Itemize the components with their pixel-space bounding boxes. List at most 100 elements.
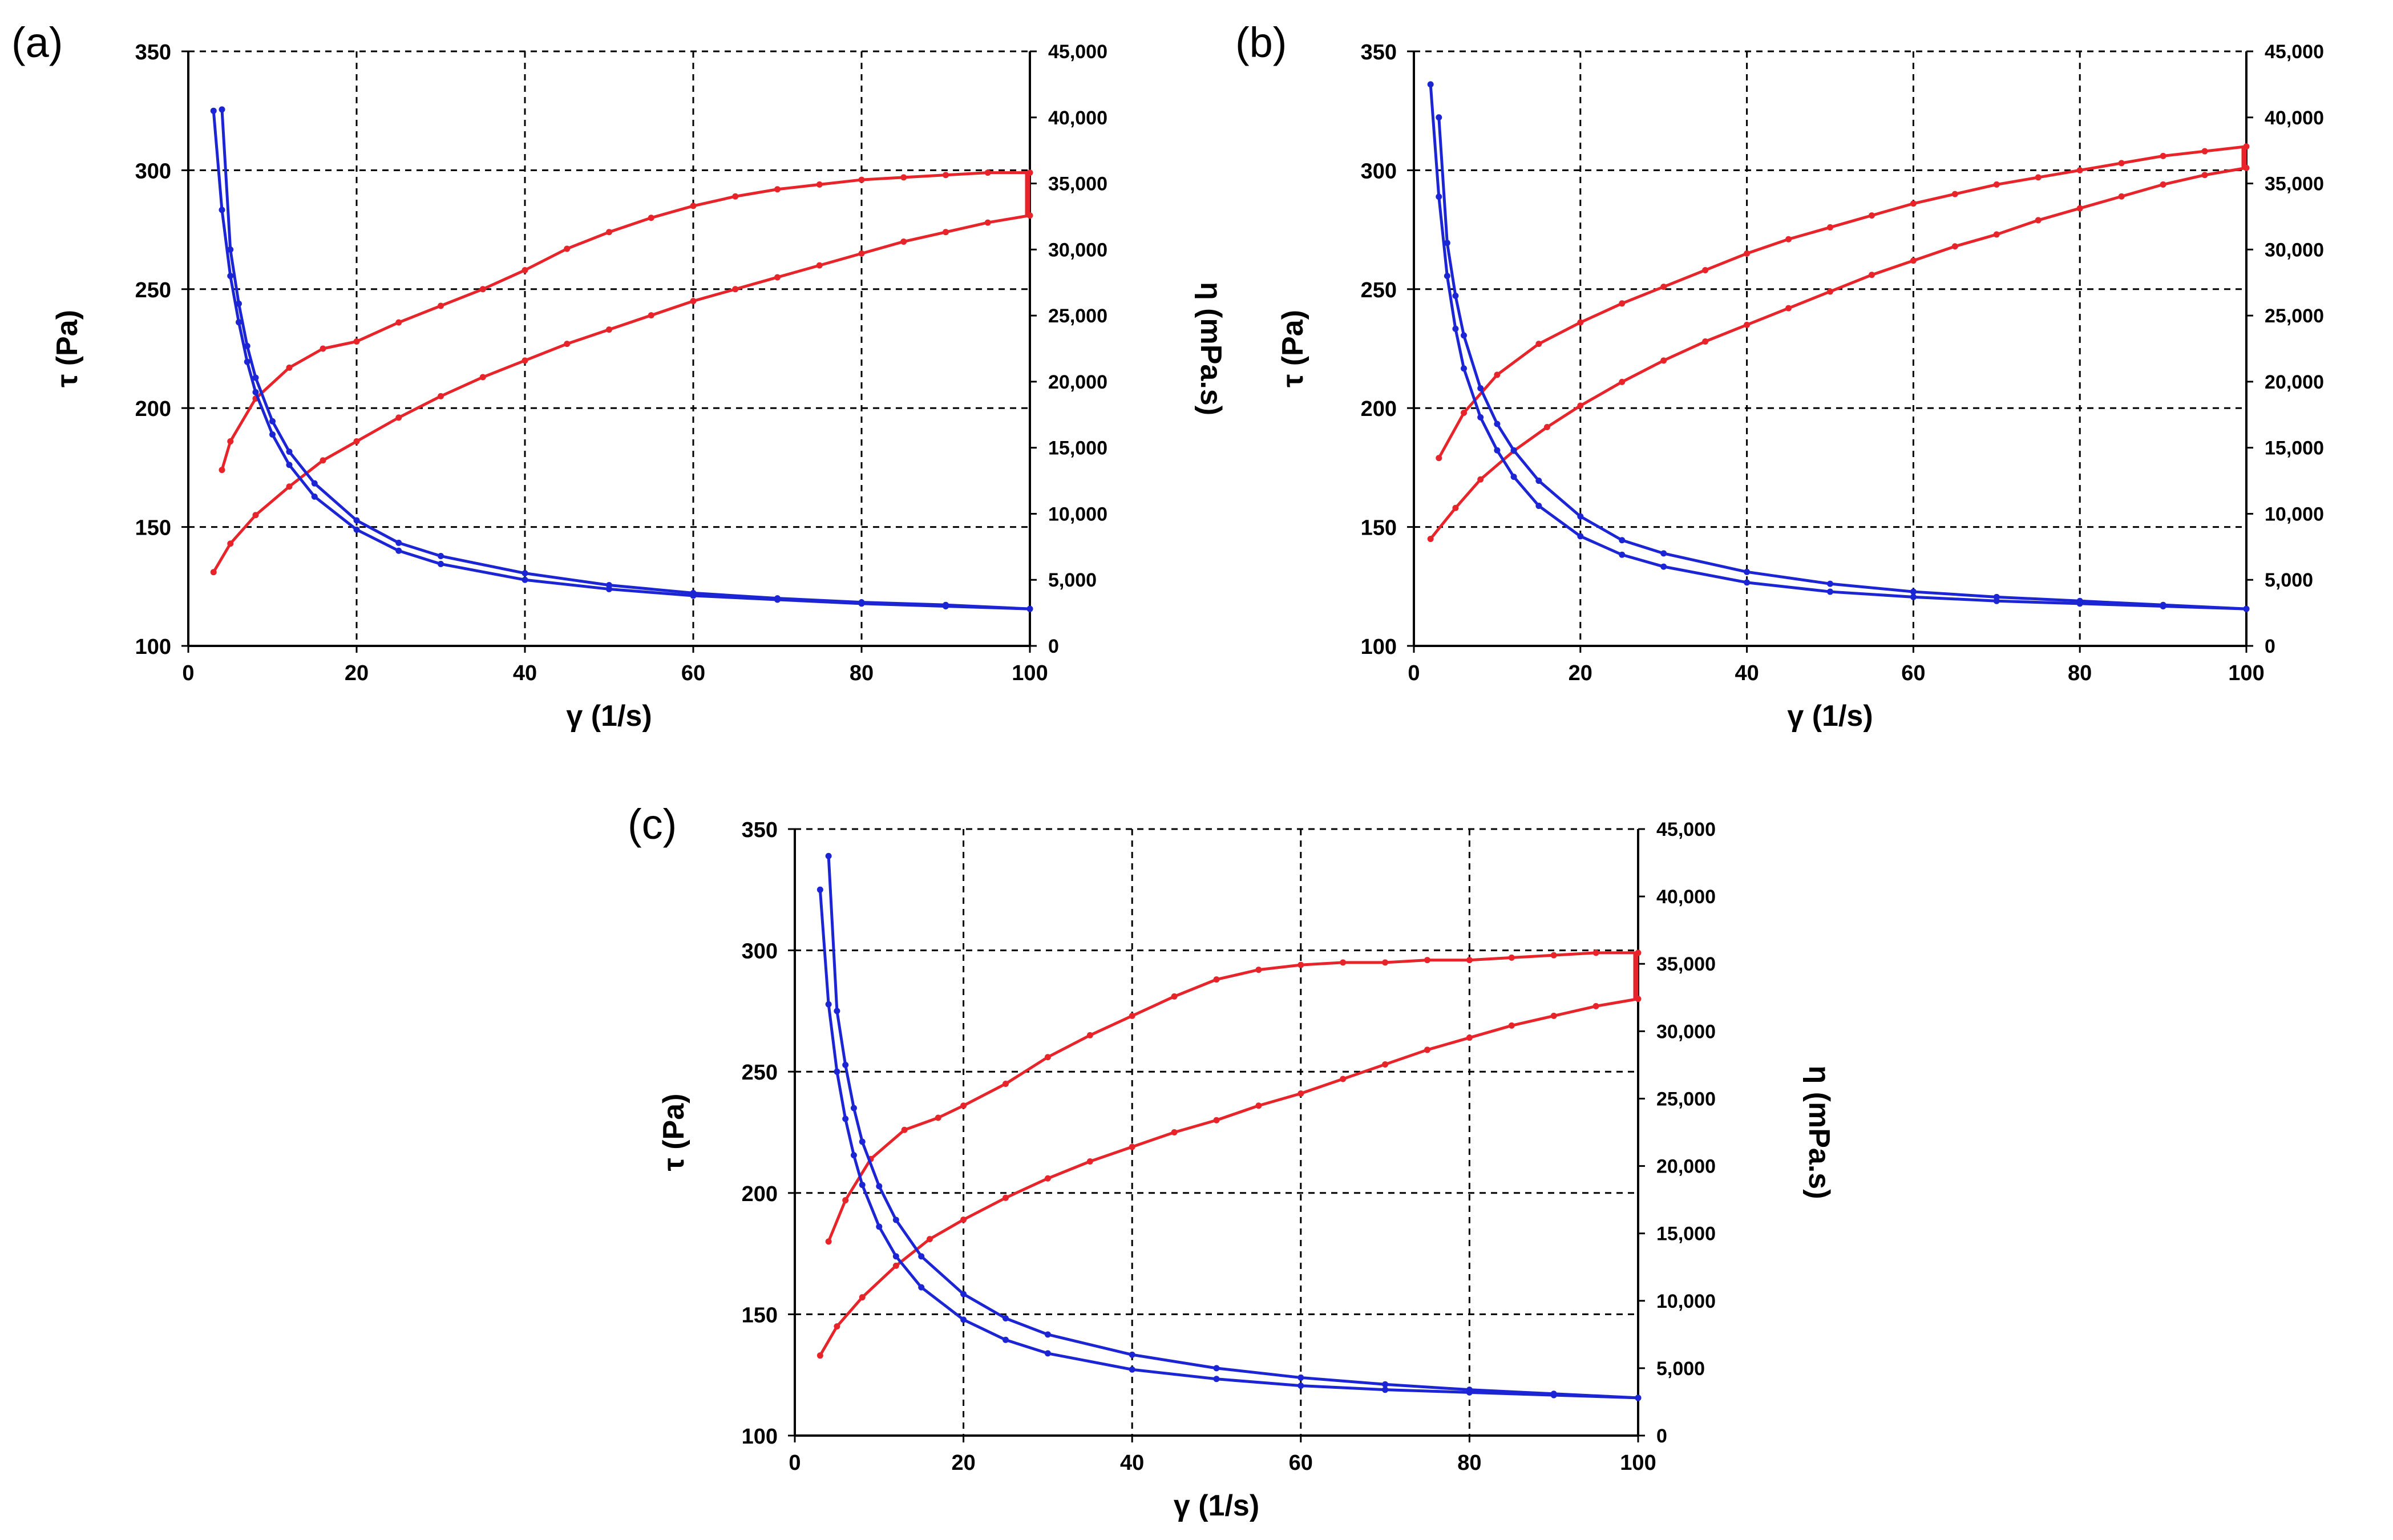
data-point xyxy=(2243,605,2250,612)
data-point xyxy=(859,1138,866,1145)
y-tick-label: 350 xyxy=(742,818,778,842)
series-line xyxy=(220,109,1030,611)
data-point xyxy=(1466,1387,1473,1393)
data-point xyxy=(1129,1366,1135,1373)
data-point xyxy=(901,1126,908,1133)
data-point xyxy=(859,1182,866,1189)
data-point xyxy=(2160,181,2166,188)
data-point xyxy=(2201,148,2208,155)
data-point xyxy=(1044,1054,1051,1061)
y2-tick-label: 20,000 xyxy=(1656,1156,1716,1178)
data-point xyxy=(606,326,612,333)
data-point xyxy=(353,517,360,524)
data-point xyxy=(252,374,259,381)
data-point xyxy=(219,207,225,213)
y2-tick-label: 35,000 xyxy=(1656,953,1716,975)
data-point xyxy=(892,1253,899,1260)
data-point xyxy=(2201,172,2208,179)
data-point xyxy=(1129,1351,1135,1358)
series-shear-stress-down xyxy=(825,949,1642,1245)
data-point xyxy=(1993,181,2000,188)
series-viscosity-up xyxy=(210,107,1033,612)
x-tick-label: 80 xyxy=(1457,1451,1481,1475)
data-point xyxy=(1003,1315,1009,1321)
data-point xyxy=(522,266,528,273)
y2-tick-label: 40,000 xyxy=(1048,107,1107,129)
y-tick-label: 100 xyxy=(742,1425,778,1449)
data-point xyxy=(816,262,823,269)
y2-tick-label: 25,000 xyxy=(2265,305,2324,327)
data-point xyxy=(2076,167,2083,173)
data-point xyxy=(984,219,991,226)
x-tick-label: 80 xyxy=(850,661,874,685)
data-point xyxy=(1427,81,1434,88)
data-point xyxy=(1508,954,1515,961)
data-point xyxy=(892,1216,899,1223)
data-point xyxy=(842,1197,849,1204)
data-point xyxy=(926,1236,933,1243)
data-point xyxy=(1297,1374,1304,1381)
data-point xyxy=(2118,193,2125,200)
y2-tick-label: 5,000 xyxy=(1048,569,1097,591)
y-axis-title: τ (Pa) xyxy=(51,310,84,387)
data-point xyxy=(1297,961,1304,968)
data-point xyxy=(1910,200,1917,207)
data-point xyxy=(1129,1012,1135,1019)
x-tick-label: 60 xyxy=(1901,661,1925,685)
y-tick-label: 250 xyxy=(135,278,171,302)
data-point xyxy=(1129,1143,1135,1150)
data-point xyxy=(606,229,612,236)
y2-tick-label: 25,000 xyxy=(1656,1088,1716,1110)
series-line xyxy=(1437,117,2247,611)
x-tick-label: 40 xyxy=(1735,661,1759,685)
data-point xyxy=(1619,378,1626,385)
series-line xyxy=(220,171,1030,471)
data-point xyxy=(1577,402,1584,409)
data-point xyxy=(353,526,360,533)
data-point xyxy=(918,1284,925,1291)
data-point xyxy=(834,1068,840,1075)
data-point xyxy=(1044,1350,1051,1357)
series-shear-stress-down xyxy=(219,169,1033,474)
data-point xyxy=(842,1061,849,1068)
data-point xyxy=(479,374,486,381)
y-tick-label: 350 xyxy=(135,41,171,64)
data-point xyxy=(252,512,259,519)
data-point xyxy=(210,107,217,114)
data-point xyxy=(1044,1331,1051,1338)
data-point xyxy=(1744,250,1751,257)
y2-tick-label: 25,000 xyxy=(1048,305,1107,327)
chart-panel-a: (a) 0 20 40 60 80 100 100 150 200 250 300 350 0 5,000 1… xyxy=(11,19,1227,733)
y-tick-label: 300 xyxy=(742,940,778,964)
data-point xyxy=(1424,957,1430,964)
data-point xyxy=(1382,1061,1389,1068)
data-point xyxy=(252,389,259,395)
data-point xyxy=(1660,563,1667,570)
data-point xyxy=(395,547,402,554)
data-point xyxy=(1592,1003,1599,1009)
data-point xyxy=(1340,959,1347,966)
data-point xyxy=(311,493,318,500)
data-point xyxy=(859,1294,866,1301)
data-point xyxy=(1619,551,1626,558)
data-point xyxy=(1550,1012,1557,1019)
data-point xyxy=(1827,588,1833,595)
data-point xyxy=(1026,605,1033,612)
data-point xyxy=(960,1216,967,1223)
data-point xyxy=(1461,332,1468,339)
y-tick-label: 200 xyxy=(135,397,171,421)
series-shear-stress-up xyxy=(210,212,1033,576)
y-tick-label: 100 xyxy=(135,635,171,659)
data-point xyxy=(1910,588,1917,595)
data-point xyxy=(1744,579,1751,586)
data-point xyxy=(286,448,293,455)
data-point xyxy=(1452,504,1459,511)
data-point xyxy=(353,438,360,445)
data-point xyxy=(2160,601,2166,608)
data-point xyxy=(1086,1032,1093,1038)
y-tick-label: 150 xyxy=(135,516,171,540)
x-tick-label: 20 xyxy=(1569,661,1592,685)
x-tick-label: 100 xyxy=(1620,1451,1656,1475)
data-point xyxy=(876,1183,883,1190)
y-tick-label: 350 xyxy=(1361,41,1397,64)
